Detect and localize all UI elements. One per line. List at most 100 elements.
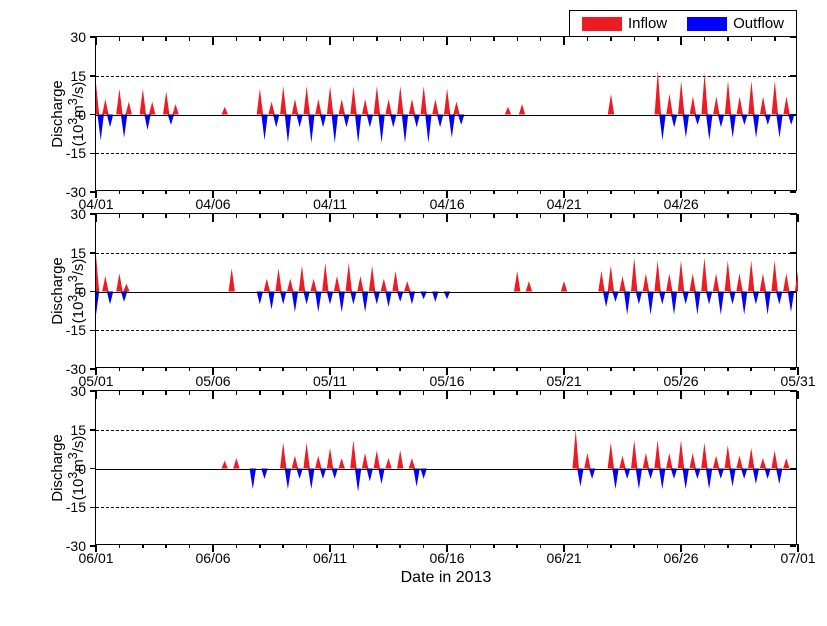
- inflow-spike: [584, 453, 590, 469]
- outflow-spike: [764, 292, 770, 315]
- inflow-spike: [116, 273, 122, 291]
- outflow-spike: [257, 292, 263, 305]
- inflow-spike: [795, 271, 798, 292]
- inflow-spike: [385, 458, 391, 468]
- outflow-spike: [355, 469, 361, 492]
- inflow-spike: [643, 453, 649, 469]
- inflow-spike: [280, 86, 286, 114]
- outflow-spike: [659, 469, 665, 490]
- outflow-spike: [706, 115, 712, 141]
- inflow-spike: [561, 281, 567, 291]
- inflow-spike: [374, 450, 380, 468]
- outflow-spike: [339, 292, 345, 313]
- inflow-spike: [725, 81, 731, 115]
- outflow-spike: [420, 469, 426, 479]
- inflow-spike: [96, 84, 99, 115]
- outflow-spike: [437, 115, 443, 128]
- inflow-spike: [327, 86, 333, 114]
- legend-item-inflow: Inflow: [582, 15, 667, 32]
- outflow-spike: [413, 115, 419, 128]
- inflow-spike: [339, 99, 345, 115]
- inflow-spike: [690, 96, 696, 114]
- inflow-spike: [690, 273, 696, 291]
- outflow-spike: [577, 469, 583, 487]
- x-tick-label: 04/21: [547, 196, 582, 212]
- outflow-spike: [402, 115, 408, 143]
- x-tick-label: 07/01: [780, 550, 815, 566]
- inflow-spike: [310, 279, 316, 292]
- outflow-spike: [659, 292, 665, 305]
- outflow-spike: [332, 115, 338, 143]
- inflow-spike: [432, 99, 438, 115]
- outflow-spike: [683, 115, 689, 138]
- inflow-spike: [233, 458, 239, 468]
- inflow-spike: [701, 258, 707, 292]
- y-tick-label: 15: [70, 422, 86, 438]
- outflow-spike: [268, 292, 274, 310]
- inflow-spike: [222, 461, 228, 469]
- outflow-spike: [636, 469, 642, 490]
- y-tick-label: -15: [66, 322, 86, 338]
- inflow-spike: [771, 450, 777, 468]
- x-tick-label: 04/06: [196, 196, 231, 212]
- inflow-spike: [573, 430, 579, 469]
- outflow-spike: [362, 292, 368, 313]
- inflow-spike: [397, 86, 403, 114]
- inflow-spike: [608, 266, 614, 292]
- inflow-spike: [631, 258, 637, 292]
- outflow-spike: [753, 469, 759, 485]
- outflow-spike: [320, 469, 326, 479]
- inflow-spike: [444, 89, 450, 115]
- outflow-spike: [741, 292, 747, 315]
- inflow-spike: [409, 99, 415, 115]
- legend-item-outflow: Outflow: [687, 15, 784, 32]
- inflow-spike: [654, 261, 660, 292]
- inflow-spike: [748, 448, 754, 469]
- chart-panel: Discharge(103m3/s)-30-150153004/0104/060…: [95, 36, 797, 191]
- x-tick-label: 06/01: [78, 550, 113, 566]
- inflow-spike: [229, 268, 235, 291]
- outflow-spike: [624, 292, 630, 315]
- inflow-spike: [631, 440, 637, 468]
- inflow-spike: [608, 443, 614, 469]
- inflow-spike: [783, 273, 789, 291]
- outflow-spike: [303, 292, 309, 305]
- outflow-spike: [647, 292, 653, 315]
- inflow-spike: [771, 261, 777, 292]
- outflow-spike: [444, 292, 450, 300]
- inflow-spike: [678, 261, 684, 292]
- outflow-spike: [694, 292, 700, 315]
- outflow-spike: [385, 292, 391, 308]
- outflow-spike: [694, 469, 700, 479]
- outflow-spike: [292, 292, 298, 313]
- y-tick-label: -15: [66, 145, 86, 161]
- x-tick-label: 05/11: [313, 373, 347, 389]
- outflow-spike: [776, 469, 782, 485]
- inflow-spike: [725, 261, 731, 292]
- outflow-spike: [350, 292, 356, 305]
- outflow-spike: [296, 469, 302, 479]
- outflow-spike: [331, 469, 337, 479]
- outflow-spike: [647, 469, 653, 479]
- outflow-spike: [355, 115, 361, 143]
- x-tick-label: 06/21: [546, 550, 581, 566]
- inflow-spike: [303, 443, 309, 469]
- outflow-spike: [659, 115, 665, 141]
- inflow-spike: [608, 94, 614, 115]
- legend-swatch-inflow: [582, 17, 622, 31]
- x-tick-label: 06/06: [195, 550, 230, 566]
- outflow-spike: [624, 469, 630, 479]
- inflow-spike: [760, 458, 766, 468]
- outflow-spike: [776, 115, 782, 138]
- outflow-spike: [765, 115, 771, 125]
- inflow-spike: [392, 271, 398, 292]
- inflow-spike: [102, 99, 108, 115]
- y-tick-label: 30: [70, 383, 86, 399]
- inflow-spike: [123, 284, 129, 292]
- outflow-spike: [753, 292, 759, 305]
- outflow-spike: [308, 115, 314, 143]
- inflow-spike: [453, 102, 459, 115]
- outflow-spike: [261, 469, 267, 479]
- inflow-spike: [701, 443, 707, 469]
- inflow-spike: [678, 81, 684, 115]
